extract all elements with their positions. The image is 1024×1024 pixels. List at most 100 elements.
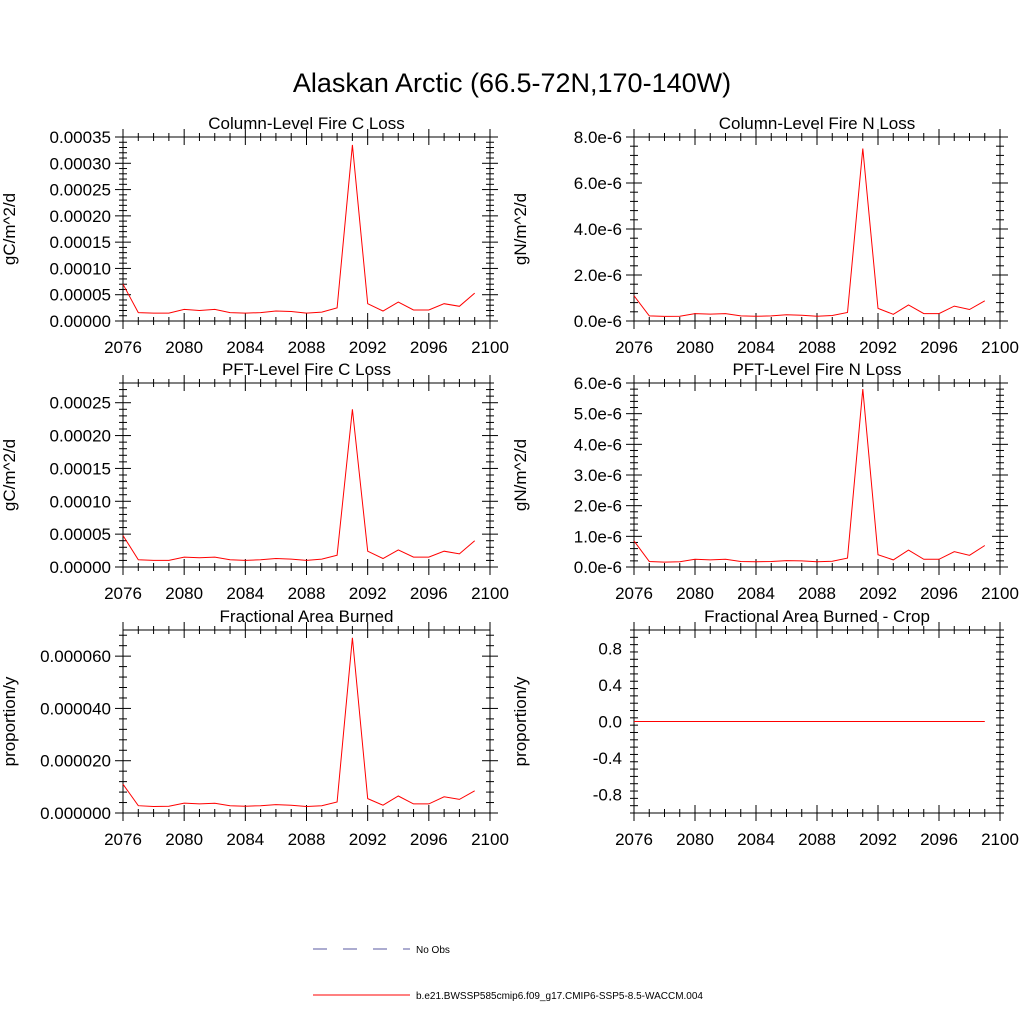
y-tick-label: 0.000000: [40, 804, 111, 823]
y-axis-label: gC/m^2/d: [0, 193, 19, 265]
panel-title: Fractional Area Burned - Crop: [704, 607, 930, 626]
x-tick-label: 2100: [471, 584, 509, 603]
x-tick-label: 2084: [226, 830, 264, 849]
y-tick-label: 0.4: [598, 676, 622, 695]
legend-entry-no-obs: No Obs: [313, 945, 450, 956]
x-tick-label: 2088: [288, 338, 326, 357]
panel-column-level-fire-n-loss: 2076 2080 2084 2088 2092 2096 2100 0.0e-6 2.0e-6…: [511, 114, 1019, 357]
x-tick-label: 2092: [349, 338, 387, 357]
y-tick-label: 8.0e-6: [574, 128, 622, 147]
x-tick-label: 2092: [859, 584, 897, 603]
panel-title: Column-Level Fire C Loss: [208, 114, 405, 133]
y-axis-label: proportion/y: [0, 676, 19, 766]
y-axis-label: gN/m^2/d: [511, 439, 530, 511]
y-tick-label: 0.00015: [50, 233, 111, 252]
y-tick-label: 0.00000: [50, 312, 111, 331]
x-tick-label: 2080: [165, 830, 203, 849]
plot-frame: [122, 136, 491, 322]
series-line: [122, 409, 476, 561]
y-tick-label: 0.0e-6: [574, 558, 622, 577]
x-tick-label: 2084: [226, 338, 264, 357]
x-tick-label: 2084: [737, 584, 775, 603]
y-tick-label: 0.0e-6: [574, 312, 622, 331]
y-tick-label: -0.8: [593, 786, 622, 805]
y-axis-label: gN/m^2/d: [511, 193, 530, 265]
y-tick-label: 0.00010: [50, 492, 111, 511]
figure-title: Alaskan Arctic (66.5-72N,170-140W): [293, 68, 731, 98]
y-tick-label: 0.00020: [50, 207, 111, 226]
y-tick-label: 0.000040: [40, 699, 111, 718]
plot-frame: [633, 136, 1001, 322]
y-tick-label: 0.00035: [50, 128, 111, 147]
y-tick-label: 0.8: [598, 639, 622, 658]
x-tick-label: 2092: [859, 830, 897, 849]
x-tick-label: 2080: [165, 338, 203, 357]
x-tick-label: 2080: [165, 584, 203, 603]
x-tick-label: 2080: [676, 338, 714, 357]
legend-entry-model-run: b.e21.BWSSP585cmip6.f09_g17.CMIP6-SSP5-8…: [313, 991, 703, 1002]
x-tick-label: 2100: [981, 830, 1019, 849]
y-tick-label: 0.00005: [50, 286, 111, 305]
x-tick-label: 2084: [737, 338, 775, 357]
x-tick-label: 2088: [288, 830, 326, 849]
legend-label-no-obs: No Obs: [416, 945, 450, 956]
panel-title: PFT-Level Fire C Loss: [222, 360, 391, 379]
y-tick-label: 3.0e-6: [574, 466, 622, 485]
y-tick-label: -0.4: [593, 749, 622, 768]
x-tick-label: 2088: [798, 338, 836, 357]
x-tick-label: 2092: [859, 338, 897, 357]
y-tick-label: 1.0e-6: [574, 527, 622, 546]
y-tick-label: 0.00015: [50, 459, 111, 478]
x-tick-label: 2088: [798, 830, 836, 849]
y-tick-label: 0.00005: [50, 525, 111, 544]
y-tick-label: 0.00025: [50, 181, 111, 200]
x-tick-label: 2100: [981, 338, 1019, 357]
y-tick-label: 0.000060: [40, 647, 111, 666]
x-tick-label: 2080: [676, 830, 714, 849]
y-tick-label: 4.0e-6: [574, 220, 622, 239]
x-tick-label: 2100: [471, 338, 509, 357]
x-tick-label: 2076: [615, 338, 653, 357]
panel-pft-level-fire-n-loss: 2076 2080 2084 2088 2092 2096 2100 0.0e-6 1.0e-6…: [511, 360, 1019, 603]
x-tick-label: 2096: [410, 338, 448, 357]
x-tick-label: 2092: [349, 830, 387, 849]
y-tick-label: 2.0e-6: [574, 266, 622, 285]
x-tick-label: 2076: [104, 338, 142, 357]
panel-column-level-fire-c-loss: 2076 2080 2084 2088 2092 2096 2100 0.00000 0.000…: [0, 114, 509, 357]
x-tick-label: 2096: [410, 830, 448, 849]
x-tick-label: 2080: [676, 584, 714, 603]
legend: No Obs b.e21.BWSSP585cmip6.f09_g17.CMIP6…: [313, 945, 703, 1002]
y-tick-label: 6.0e-6: [574, 174, 622, 193]
x-tick-label: 2076: [104, 830, 142, 849]
y-tick-label: 2.0e-6: [574, 497, 622, 516]
plot-frame: [122, 382, 491, 568]
y-tick-label: 0.00010: [50, 259, 111, 278]
x-tick-label: 2100: [981, 584, 1019, 603]
x-tick-label: 2076: [104, 584, 142, 603]
y-tick-label: 0.00000: [50, 558, 111, 577]
x-tick-label: 2100: [471, 830, 509, 849]
x-tick-label: 2096: [410, 584, 448, 603]
plot-frame: [122, 629, 491, 814]
y-axis-label: proportion/y: [511, 676, 530, 766]
x-tick-label: 2088: [798, 584, 836, 603]
x-tick-label: 2096: [920, 584, 958, 603]
x-tick-label: 2076: [615, 584, 653, 603]
panels: 2076 2080 2084 2088 2092 2096 2100 0.00000 0.000…: [0, 114, 1019, 849]
panel-pft-level-fire-c-loss: 2076 2080 2084 2088 2092 2096 2100 0.00000 0.000…: [0, 360, 509, 603]
y-tick-label: 0.000020: [40, 752, 111, 771]
x-tick-label: 2088: [288, 584, 326, 603]
y-tick-label: 0.00025: [50, 394, 111, 413]
series-line: [122, 637, 475, 808]
y-tick-label: 0.00030: [50, 154, 111, 173]
y-tick-label: 0.0: [598, 713, 622, 732]
plot-frame: [633, 382, 1001, 568]
series-line: [633, 389, 986, 563]
panel-fractional-area-burned: 2076 2080 2084 2088 2092 2096 2100 0.000000 0.00…: [0, 607, 509, 849]
y-tick-label: 4.0e-6: [574, 435, 622, 454]
panel-fractional-area-burned-crop: 2076 2080 2084 2088 2092 2096 2100 -0.8 -0.4 0.0 0…: [511, 607, 1019, 849]
x-tick-label: 2096: [920, 830, 958, 849]
y-tick-label: 5.0e-6: [574, 405, 622, 424]
panel-title: PFT-Level Fire N Loss: [732, 360, 901, 379]
